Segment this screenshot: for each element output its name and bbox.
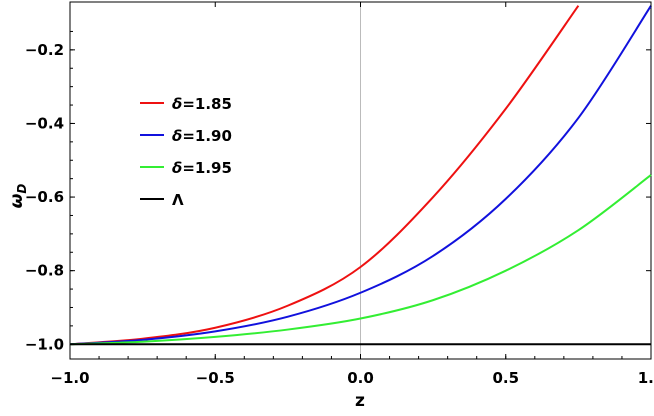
x-tick-label: 0.5 [492,369,519,387]
legend-label: δ=1.85 [172,95,232,113]
x-axis-label: z [355,391,365,411]
series-line-2 [69,174,652,346]
y-tick-label: −0.8 [25,262,64,280]
legend-label: δ=1.95 [172,159,232,177]
x-tick-label: 0.0 [347,369,374,387]
x-tick-label: −0.5 [196,369,235,387]
y-tick-label: −0.2 [25,41,64,59]
legend: δ=1.85 δ=1.90 δ=1.95 Λ [140,95,232,209]
svg-text:ωD: ωD [7,184,29,209]
series-layer [69,5,652,346]
legend-label: Λ [172,191,184,209]
y-tick-label: −0.6 [25,188,64,206]
series-line-0 [69,5,580,346]
y-tick-label: −1.0 [25,335,64,353]
series-line-1 [69,5,652,346]
ticks-layer: −1.0 −0.5 0.0 0.5 1.0 −1.0 −0.8 −0.6 −0.4 −0.2 [25,2,654,387]
x-tick-label: −1.0 [50,369,89,387]
y-tick-label: −0.4 [25,114,64,132]
x-tick-label: 1.0 [638,369,654,387]
y-axis-label: ωD [7,184,29,209]
legend-label: δ=1.90 [172,127,232,145]
